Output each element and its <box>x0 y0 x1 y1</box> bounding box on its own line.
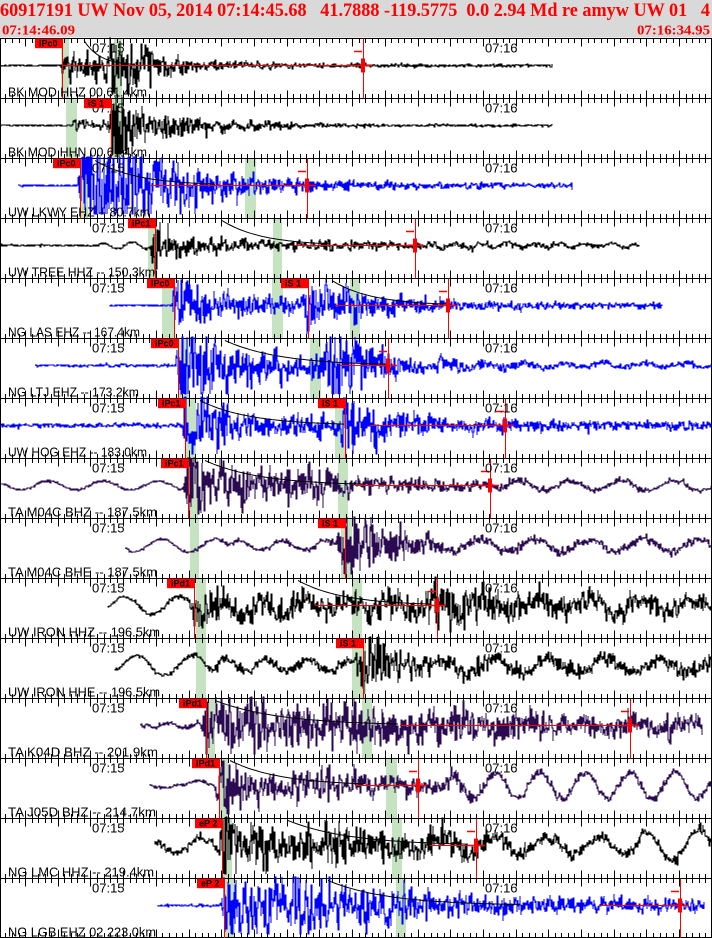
svg-text:07:16: 07:16 <box>485 40 518 55</box>
svg-text:UW TREE HHZ -- 150.3km: UW TREE HHZ -- 150.3km <box>8 266 155 280</box>
svg-text:07:15: 07:15 <box>92 400 125 415</box>
svg-text:07:16: 07:16 <box>485 580 518 595</box>
svg-text:07:16: 07:16 <box>485 400 518 415</box>
svg-text:07:16: 07:16 <box>485 880 518 895</box>
svg-text:iPd1: iPd1 <box>196 759 215 769</box>
svg-text:iPc1: iPc1 <box>162 399 181 409</box>
svg-text:iPc0: iPc0 <box>57 159 76 169</box>
svg-text:NG LTJ EHZ -- 173.2km: NG LTJ EHZ -- 173.2km <box>8 386 139 400</box>
svg-text:TA M04C BHZ -- 187.5km: TA M04C BHZ -- 187.5km <box>8 506 157 520</box>
svg-text:iS 1: iS 1 <box>88 99 104 109</box>
svg-text:07:16: 07:16 <box>485 160 518 175</box>
svg-text:TA J05D BHZ -- 214.7km: TA J05D BHZ -- 214.7km <box>8 806 156 820</box>
svg-text:07:14:46.09: 07:14:46.09 <box>2 23 75 38</box>
svg-text:07:16:34.95: 07:16:34.95 <box>637 23 710 38</box>
svg-text:iPc1: iPc1 <box>165 459 184 469</box>
svg-text:iS 1: iS 1 <box>285 279 301 289</box>
svg-text:07:16: 07:16 <box>485 820 518 835</box>
svg-text:BK MOD HHN 00 61.4km: BK MOD HHN 00 61.4km <box>8 146 147 160</box>
svg-text:07:15: 07:15 <box>92 700 125 715</box>
svg-text:07:15: 07:15 <box>92 580 125 595</box>
svg-text:UW IRON HHE -- 196.5km: UW IRON HHE -- 196.5km <box>8 686 160 700</box>
svg-text:iPc1: iPc1 <box>132 219 151 229</box>
svg-text:TA K04D BHZ -- 201.9km: TA K04D BHZ -- 201.9km <box>8 746 158 760</box>
svg-text:07:15: 07:15 <box>92 460 125 475</box>
svg-text:07:16: 07:16 <box>485 760 518 775</box>
svg-text:07:16: 07:16 <box>485 340 518 355</box>
svg-text:TA M04C BHE -- 187.5km: TA M04C BHE -- 187.5km <box>8 566 157 580</box>
svg-text:07:15: 07:15 <box>92 220 125 235</box>
svg-text:07:15: 07:15 <box>92 340 125 355</box>
svg-text:iPc0: iPc0 <box>155 339 174 349</box>
svg-text:07:15: 07:15 <box>92 880 125 895</box>
svg-text:60917191 UW Nov 05, 2014 07:14: 60917191 UW Nov 05, 2014 07:14:45.68 41.… <box>0 0 710 21</box>
svg-text:07:15: 07:15 <box>92 820 125 835</box>
svg-text:UW IRON HHZ -- 196.5km: UW IRON HHZ -- 196.5km <box>8 626 160 640</box>
svg-text:iS 1: iS 1 <box>340 639 356 649</box>
svg-text:NG LMC HHZ -- 219.4km: NG LMC HHZ -- 219.4km <box>8 866 154 880</box>
svg-text:07:15: 07:15 <box>92 640 125 655</box>
svg-text:07:16: 07:16 <box>485 520 518 535</box>
svg-text:eP 2: eP 2 <box>199 819 217 829</box>
svg-text:BK MOD HHZ 00 61.4km: BK MOD HHZ 00 61.4km <box>8 86 147 100</box>
svg-text:NG LAS EHZ -- 167.4km: NG LAS EHZ -- 167.4km <box>8 326 140 340</box>
svg-text:iPc0: iPc0 <box>39 39 58 49</box>
svg-text:iPd1: iPd1 <box>183 699 202 709</box>
svg-text:07:16: 07:16 <box>485 640 518 655</box>
svg-text:07:16: 07:16 <box>485 100 518 115</box>
svg-text:iPc0: iPc0 <box>151 279 170 289</box>
svg-text:UW LKWY EHZ -- 80.7km: UW LKWY EHZ -- 80.7km <box>8 206 150 220</box>
svg-text:07:16: 07:16 <box>485 220 518 235</box>
svg-text:07:16: 07:16 <box>485 460 518 475</box>
svg-text:07:15: 07:15 <box>92 760 125 775</box>
svg-text:07:15: 07:15 <box>92 520 125 535</box>
svg-text:07:15: 07:15 <box>92 160 125 175</box>
svg-text:iS 1: iS 1 <box>322 519 338 529</box>
svg-text:UW HOG EHZ -- 183.0km: UW HOG EHZ -- 183.0km <box>8 446 147 460</box>
svg-text:07:16: 07:16 <box>485 700 518 715</box>
svg-text:eP 2: eP 2 <box>201 879 219 889</box>
svg-text:07:15: 07:15 <box>92 280 125 295</box>
svg-text:iPd1: iPd1 <box>171 579 190 589</box>
svg-text:iS 1: iS 1 <box>322 399 338 409</box>
svg-text:NG LGB EHZ 02 223.0km: NG LGB EHZ 02 223.0km <box>8 926 156 938</box>
svg-text:07:16: 07:16 <box>485 280 518 295</box>
svg-text:07:15: 07:15 <box>92 40 125 55</box>
